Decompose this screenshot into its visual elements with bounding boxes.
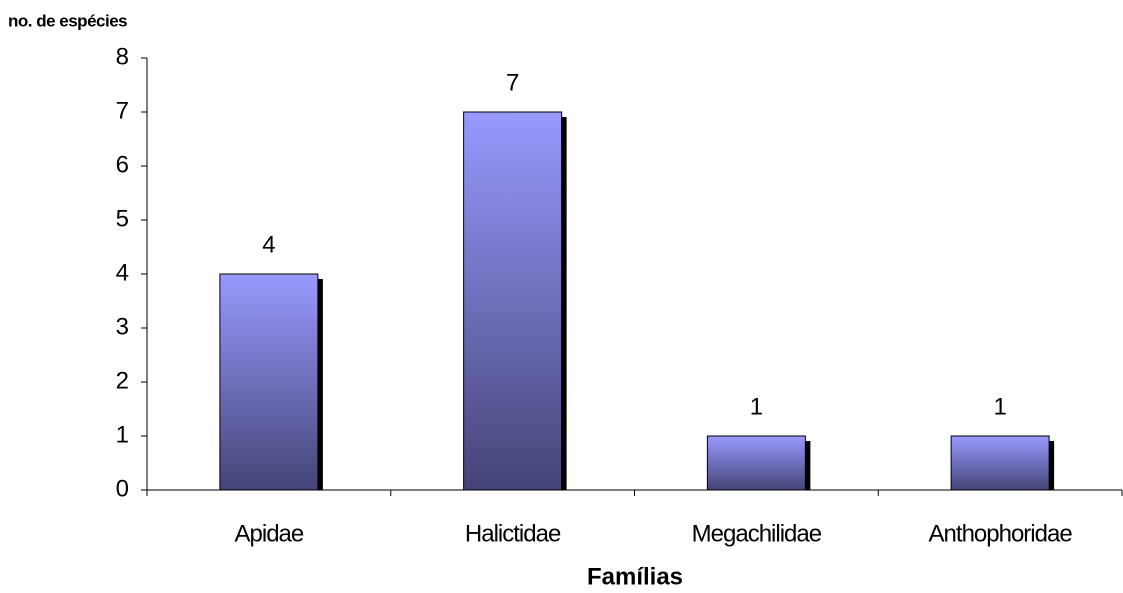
bar <box>706 435 806 491</box>
x-tick-label: Anthophoridae <box>929 520 1073 547</box>
bar <box>463 111 563 491</box>
data-label: 4 <box>262 231 275 258</box>
x-tick-label: Halictidae <box>465 520 561 547</box>
y-tick-label: 2 <box>116 367 129 394</box>
y-tick-label: 4 <box>116 259 129 286</box>
y-tick-label: 6 <box>116 151 129 178</box>
y-tick-label: 0 <box>116 475 129 502</box>
data-label: 1 <box>750 393 763 420</box>
x-tick-label: Apidae <box>235 520 304 547</box>
y-axis-label: no. de espécies <box>8 11 127 30</box>
bar <box>219 273 319 491</box>
x-axis-label: Famílias <box>587 563 683 590</box>
y-tick-label: 3 <box>116 313 129 340</box>
x-tick-label: Megachilidae <box>692 520 822 547</box>
bar <box>950 435 1050 491</box>
data-label: 1 <box>993 393 1006 420</box>
y-tick-label: 5 <box>116 205 129 232</box>
y-tick-label: 8 <box>116 43 129 70</box>
y-tick-label: 1 <box>116 421 129 448</box>
y-tick-label: 7 <box>116 97 129 124</box>
data-label: 7 <box>506 69 519 96</box>
